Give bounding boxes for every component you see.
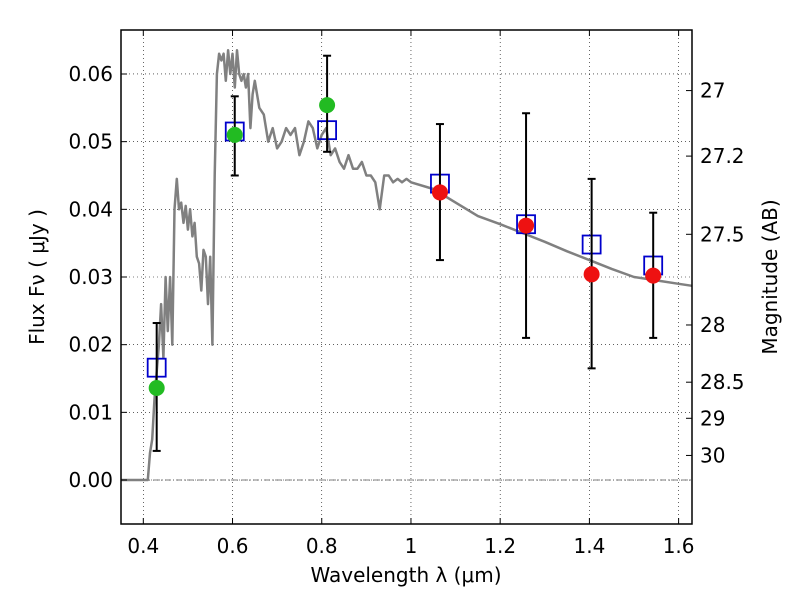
x-tick-label: 1.4 <box>573 534 605 558</box>
x-tick-label: 0.4 <box>127 534 159 558</box>
data-point <box>645 267 662 284</box>
data-point <box>319 97 336 114</box>
x-tick-label: 1.6 <box>663 534 695 558</box>
observed-points <box>148 97 662 396</box>
data-point <box>431 184 448 201</box>
y-axis-title-left: Flux Fν ( μJy ) <box>25 209 49 345</box>
error-bars <box>152 54 658 452</box>
mag-tick-label: 28.5 <box>700 370 745 394</box>
y-tick-label: 0.06 <box>68 62 113 86</box>
model-spectrum-line <box>121 49 693 482</box>
mag-tick-label: 29 <box>700 406 725 430</box>
y-axis-title-right: Magnitude (AB) <box>758 199 782 354</box>
y-tick-label: 0.04 <box>68 197 113 221</box>
y-tick-label: 0.02 <box>68 333 113 357</box>
y-tick-label: 0.01 <box>68 400 113 424</box>
data-point <box>518 217 535 234</box>
mag-tick-label: 30 <box>700 443 725 467</box>
mag-tick-label: 28 <box>700 313 725 337</box>
model-photometry-boxes <box>146 120 664 378</box>
x-tick-label: 1 <box>405 534 418 558</box>
x-tick-label: 0.8 <box>306 534 338 558</box>
y-tick-label: 0.00 <box>68 468 113 492</box>
mag-tick-label: 27 <box>700 79 725 103</box>
mag-tick-label: 27.2 <box>700 144 745 168</box>
data-point <box>148 379 165 396</box>
x-tick-label: 0.6 <box>217 534 249 558</box>
mag-tick-label: 27.5 <box>700 222 745 246</box>
data-point <box>583 266 600 283</box>
x-axis-title: Wavelength λ (μm) <box>310 563 501 587</box>
x-tick-label: 1.2 <box>484 534 516 558</box>
data-point <box>226 126 243 143</box>
y-axis-ticks-left: 0.00 0.01 0.02 0.03 0.04 0.05 0.06 <box>68 62 127 492</box>
y-tick-label: 0.05 <box>68 130 113 154</box>
x-axis-ticks: 0.4 0.6 0.8 1 1.2 1.4 1.6 <box>127 30 695 558</box>
y-axis-ticks-right: 27 27.2 27.5 28 28.5 29 30 <box>686 79 745 467</box>
y-tick-label: 0.03 <box>68 265 113 289</box>
